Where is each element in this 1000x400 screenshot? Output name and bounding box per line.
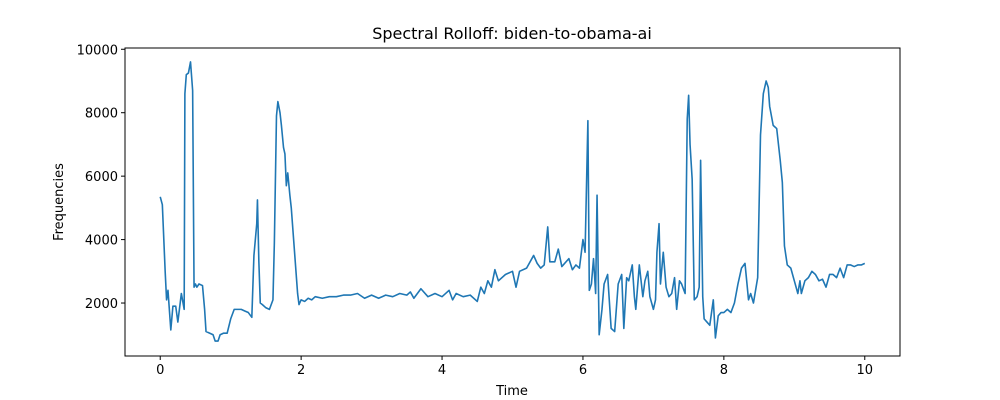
y-tick-label: 8000 <box>85 107 118 122</box>
x-tick-label: 8 <box>720 363 728 378</box>
x-axis-label: Time <box>495 384 528 399</box>
y-axis-label: Frequencies <box>52 163 67 241</box>
y-tick-label: 6000 <box>85 170 118 185</box>
y-tick-label: 10000 <box>77 43 118 58</box>
x-tick-label: 10 <box>856 363 873 378</box>
plot-frame <box>124 47 901 357</box>
x-tick-label: 4 <box>438 363 446 378</box>
x-tick-label: 0 <box>156 363 164 378</box>
x-tick-label: 2 <box>297 363 305 378</box>
data-line <box>159 61 866 342</box>
y-tick-label: 2000 <box>85 297 118 312</box>
chart-title: Spectral Rolloff: biden-to-obama-ai <box>372 24 652 43</box>
y-tick-label: 4000 <box>85 234 118 249</box>
x-tick-label: 6 <box>579 363 587 378</box>
